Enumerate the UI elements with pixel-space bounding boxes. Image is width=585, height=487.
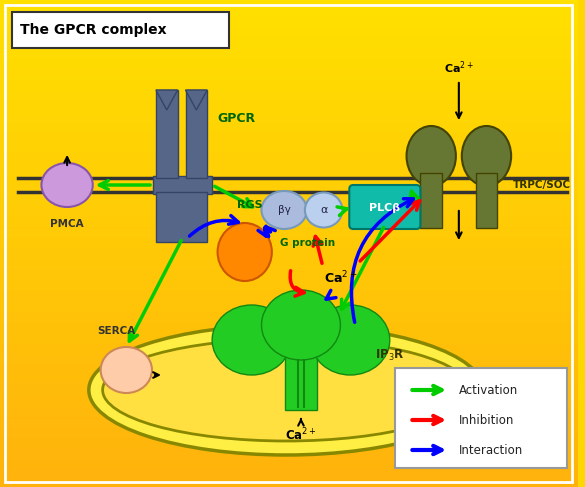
FancyBboxPatch shape: [395, 368, 567, 468]
Polygon shape: [156, 90, 178, 110]
Text: PMCA: PMCA: [50, 219, 84, 229]
FancyBboxPatch shape: [153, 176, 212, 194]
FancyBboxPatch shape: [476, 173, 497, 228]
Text: Inhibition: Inhibition: [459, 413, 514, 427]
Ellipse shape: [407, 126, 456, 186]
Text: G protein: G protein: [280, 238, 335, 248]
Text: GPCR: GPCR: [217, 112, 255, 125]
FancyBboxPatch shape: [421, 173, 442, 228]
FancyBboxPatch shape: [285, 355, 316, 410]
FancyBboxPatch shape: [156, 90, 178, 178]
Text: Activation: Activation: [459, 383, 518, 396]
FancyBboxPatch shape: [156, 192, 207, 242]
Text: βγ: βγ: [278, 205, 291, 215]
Text: IP$_3$R: IP$_3$R: [375, 347, 404, 362]
Ellipse shape: [305, 192, 342, 227]
Text: TRPC/SOC: TRPC/SOC: [513, 180, 571, 190]
Ellipse shape: [89, 325, 484, 455]
Text: PLCβ: PLCβ: [369, 203, 400, 213]
FancyBboxPatch shape: [185, 90, 207, 178]
Ellipse shape: [101, 347, 152, 393]
Text: Interaction: Interaction: [459, 444, 523, 456]
Ellipse shape: [42, 163, 93, 207]
Text: Ca$^{2+}$: Ca$^{2+}$: [444, 60, 474, 76]
Polygon shape: [185, 90, 207, 110]
Ellipse shape: [212, 305, 291, 375]
FancyBboxPatch shape: [349, 185, 421, 229]
Ellipse shape: [311, 305, 390, 375]
FancyBboxPatch shape: [12, 12, 229, 48]
Ellipse shape: [218, 223, 272, 281]
Ellipse shape: [261, 290, 340, 360]
Ellipse shape: [261, 191, 307, 229]
Text: The GPCR complex: The GPCR complex: [20, 23, 166, 37]
Text: Ca$^{2+}$: Ca$^{2+}$: [285, 427, 316, 443]
Text: α: α: [320, 205, 328, 215]
Text: SERCA: SERCA: [97, 326, 136, 336]
Text: RGS: RGS: [237, 200, 263, 210]
Ellipse shape: [462, 126, 511, 186]
Ellipse shape: [102, 339, 470, 441]
Text: Ca$^{2+}$: Ca$^{2+}$: [324, 270, 357, 286]
